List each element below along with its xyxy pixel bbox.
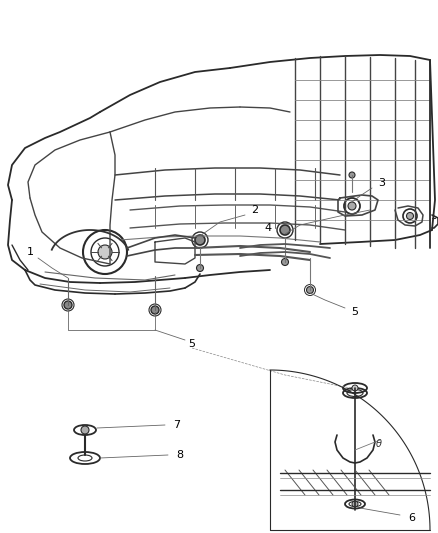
Circle shape xyxy=(151,306,159,314)
Circle shape xyxy=(195,235,205,245)
Circle shape xyxy=(352,385,358,391)
Text: $\theta$: $\theta$ xyxy=(375,437,383,449)
Circle shape xyxy=(81,426,89,434)
Circle shape xyxy=(349,172,355,178)
Circle shape xyxy=(98,245,112,259)
Text: 6: 6 xyxy=(408,513,415,523)
Text: 3: 3 xyxy=(378,178,385,188)
Circle shape xyxy=(352,501,358,507)
Circle shape xyxy=(307,287,314,294)
Circle shape xyxy=(348,202,356,210)
Text: 8: 8 xyxy=(176,450,183,460)
Text: 1: 1 xyxy=(27,247,33,257)
Text: 4: 4 xyxy=(265,223,272,233)
Circle shape xyxy=(406,213,413,220)
Circle shape xyxy=(197,264,204,271)
Text: 5: 5 xyxy=(352,307,358,317)
Text: 2: 2 xyxy=(251,205,258,215)
Circle shape xyxy=(280,225,290,235)
Text: 7: 7 xyxy=(173,420,180,430)
Circle shape xyxy=(282,259,289,265)
Text: 5: 5 xyxy=(188,339,195,349)
Circle shape xyxy=(64,301,72,309)
